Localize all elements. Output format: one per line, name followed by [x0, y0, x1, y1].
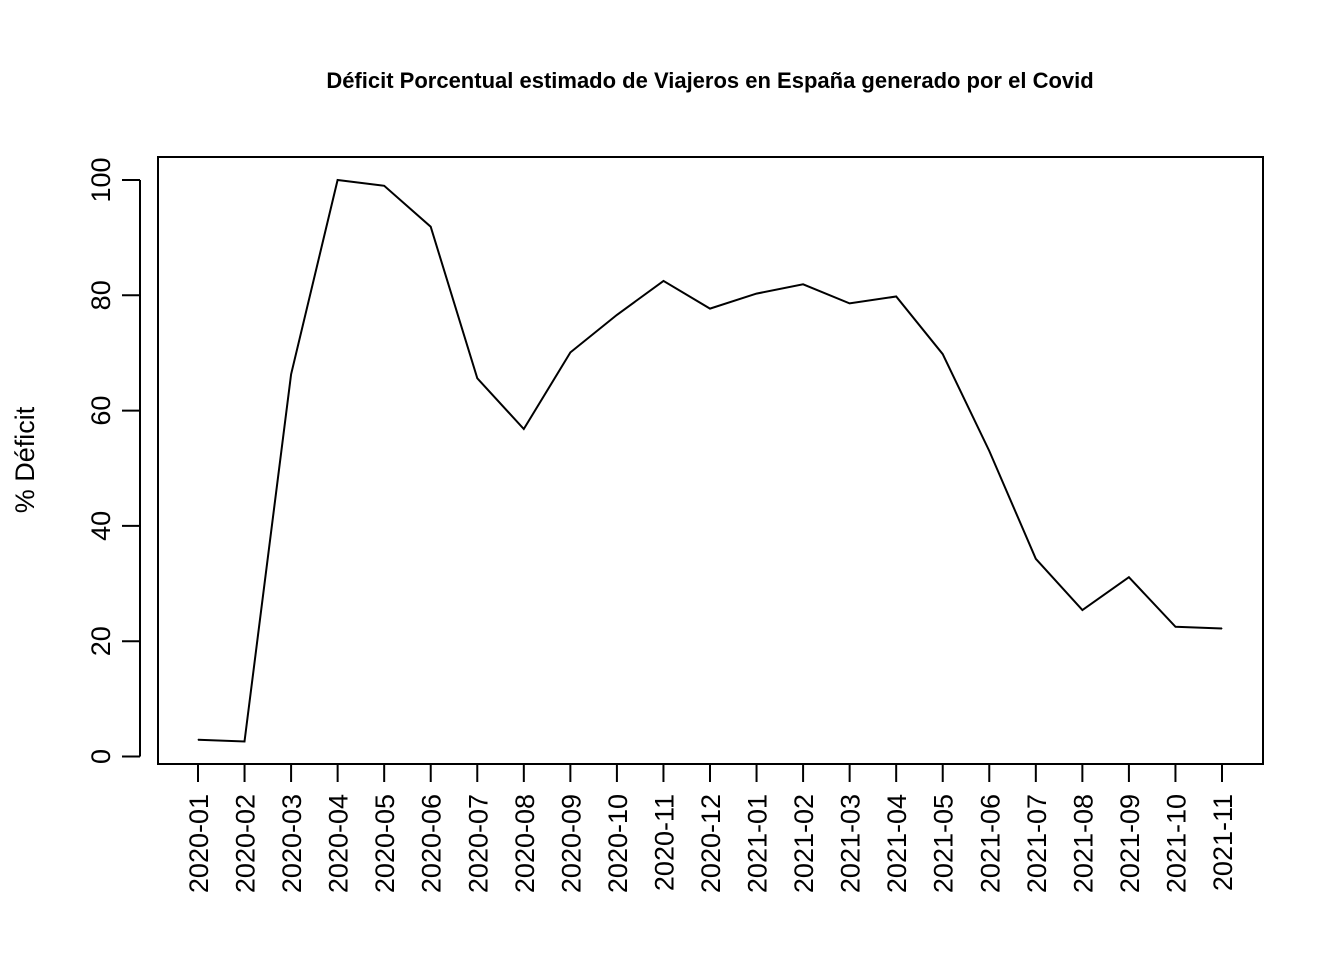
data-point: [616, 314, 618, 316]
data-point: [430, 226, 432, 228]
x-tick-label: 2020-06: [417, 794, 447, 893]
data-point: [290, 373, 292, 375]
x-tick-label: 2021-03: [836, 794, 866, 893]
chart-title: Déficit Porcentual estimado de Viajeros …: [326, 68, 1093, 93]
y-tick-label: 100: [86, 157, 116, 202]
y-axis-label: % Déficit: [10, 406, 40, 513]
data-point: [523, 428, 525, 430]
x-tick-label: 2020-10: [603, 794, 633, 893]
x-tick-label: 2021-10: [1161, 794, 1191, 893]
x-tick-label: 2021-11: [1208, 794, 1238, 891]
x-tick-label: 2020-03: [277, 794, 307, 893]
y-axis: 0 20 40 60 80 100: [86, 157, 141, 764]
series-layer: [197, 178, 1223, 743]
data-point: [476, 377, 478, 379]
y-tick-label: 0: [86, 749, 116, 764]
plot-frame: [157, 156, 1264, 765]
data-point: [1174, 626, 1176, 628]
series-line: [197, 178, 1223, 743]
x-tick-label: 2020-01: [184, 794, 214, 893]
data-point: [569, 351, 571, 353]
x-tick-label: 2020-11: [649, 794, 679, 891]
data-point: [1128, 576, 1130, 578]
data-point: [1221, 628, 1223, 630]
data-point: [709, 308, 711, 310]
x-tick-label: 2020-04: [324, 794, 354, 893]
y-tick-label: 40: [86, 511, 116, 541]
data-point: [849, 302, 851, 304]
x-axis: 2020-01 2020-02 2020-03 2020-04 2020-05 2020-…: [184, 763, 1238, 893]
x-tick-label: 2021-04: [882, 794, 912, 893]
data-point: [197, 739, 199, 741]
y-tick-label: 60: [86, 396, 116, 426]
x-tick-label: 2020-08: [510, 794, 540, 893]
y-tick-label: 20: [86, 626, 116, 656]
data-point: [1035, 558, 1037, 560]
x-tick-label: 2021-01: [743, 794, 773, 893]
x-tick-label: 2021-02: [789, 794, 819, 893]
x-tick-label: 2021-06: [975, 794, 1005, 893]
data-point: [1081, 609, 1083, 611]
data-point: [942, 353, 944, 355]
x-tick-label: 2021-07: [1022, 794, 1052, 893]
x-tick-label: 2020-09: [556, 794, 586, 893]
data-point: [802, 283, 804, 285]
x-tick-label: 2020-02: [231, 794, 261, 893]
data-point: [895, 295, 897, 297]
data-point: [383, 185, 385, 187]
y-tick-label: 80: [86, 280, 116, 310]
data-point: [662, 280, 664, 282]
data-point: [988, 450, 990, 452]
data-point: [337, 179, 339, 181]
x-tick-label: 2021-09: [1115, 794, 1145, 893]
data-point: [756, 293, 758, 295]
data-point: [244, 741, 246, 743]
x-tick-label: 2020-05: [370, 794, 400, 893]
x-tick-label: 2021-08: [1068, 794, 1098, 893]
x-tick-label: 2020-07: [463, 794, 493, 893]
x-tick-label: 2020-12: [696, 794, 726, 893]
x-tick-label: 2021-05: [929, 794, 959, 893]
